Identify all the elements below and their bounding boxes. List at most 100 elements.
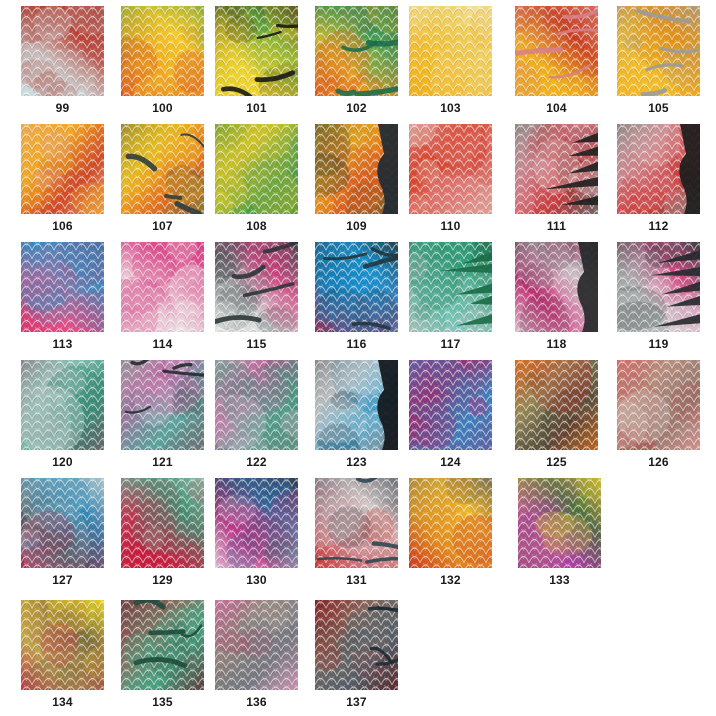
- swatch-image-99[interactable]: [21, 6, 104, 96]
- swatch-cell-121[interactable]: 121: [121, 360, 204, 469]
- swatch-label-125: 125: [546, 455, 567, 469]
- swatch-cell-120[interactable]: 120: [21, 360, 104, 469]
- swatch-label-121: 121: [152, 455, 173, 469]
- swatch-label-113: 113: [52, 337, 73, 351]
- swatch-image-114[interactable]: [121, 242, 204, 332]
- swatch-cell-132[interactable]: 132: [409, 478, 492, 587]
- swatch-image-110[interactable]: [409, 124, 492, 214]
- swatch-image-105[interactable]: [617, 6, 700, 96]
- swatch-cell-106[interactable]: 106: [21, 124, 104, 233]
- swatch-image-129[interactable]: [121, 478, 204, 568]
- swatch-cell-116[interactable]: 116: [315, 242, 398, 351]
- swatch-cell-115[interactable]: 115: [215, 242, 298, 351]
- swatch-label-112: 112: [648, 219, 669, 233]
- swatch-image-116[interactable]: [315, 242, 398, 332]
- swatch-cell-135[interactable]: 135: [121, 600, 204, 709]
- swatch-cell-105[interactable]: 105: [617, 6, 700, 115]
- swatch-image-102[interactable]: [315, 6, 398, 96]
- swatch-cell-103[interactable]: 103: [409, 6, 492, 115]
- swatch-cell-126[interactable]: 126: [617, 360, 700, 469]
- swatch-image-137[interactable]: [315, 600, 398, 690]
- swatch-label-136: 136: [246, 695, 267, 709]
- swatch-cell-119[interactable]: 119: [617, 242, 700, 351]
- swatch-image-135[interactable]: [121, 600, 204, 690]
- swatch-image-120[interactable]: [21, 360, 104, 450]
- swatch-image-127[interactable]: [21, 478, 104, 568]
- swatch-image-125[interactable]: [515, 360, 598, 450]
- swatch-cell-137[interactable]: 137: [315, 600, 398, 709]
- swatch-label-134: 134: [52, 695, 73, 709]
- swatch-label-117: 117: [440, 337, 461, 351]
- swatch-cell-123[interactable]: 123: [315, 360, 398, 469]
- swatch-cell-107[interactable]: 107: [121, 124, 204, 233]
- swatch-cell-133[interactable]: 133: [518, 478, 601, 587]
- swatch-label-135: 135: [152, 695, 173, 709]
- swatch-image-118[interactable]: [515, 242, 598, 332]
- swatch-image-106[interactable]: [21, 124, 104, 214]
- swatch-cell-117[interactable]: 117: [409, 242, 492, 351]
- swatch-label-124: 124: [440, 455, 461, 469]
- swatch-image-111[interactable]: [515, 124, 598, 214]
- swatch-cell-113[interactable]: 113: [21, 242, 104, 351]
- swatch-label-102: 102: [346, 101, 367, 115]
- swatch-image-107[interactable]: [121, 124, 204, 214]
- swatch-image-113[interactable]: [21, 242, 104, 332]
- swatch-image-109[interactable]: [315, 124, 398, 214]
- swatch-image-124[interactable]: [409, 360, 492, 450]
- swatch-cell-111[interactable]: 111: [515, 124, 598, 233]
- swatch-image-126[interactable]: [617, 360, 700, 450]
- swatch-label-105: 105: [648, 101, 669, 115]
- swatch-cell-136[interactable]: 136: [215, 600, 298, 709]
- swatch-cell-104[interactable]: 104: [515, 6, 598, 115]
- swatch-image-132[interactable]: [409, 478, 492, 568]
- swatch-cell-130[interactable]: 130: [215, 478, 298, 587]
- swatch-label-123: 123: [346, 455, 367, 469]
- swatch-label-110: 110: [440, 219, 461, 233]
- swatch-image-134[interactable]: [21, 600, 104, 690]
- swatch-image-115[interactable]: [215, 242, 298, 332]
- swatch-cell-109[interactable]: 109: [315, 124, 398, 233]
- swatch-image-133[interactable]: [518, 478, 601, 568]
- swatch-image-108[interactable]: [215, 124, 298, 214]
- swatch-image-101[interactable]: [215, 6, 298, 96]
- swatch-label-126: 126: [648, 455, 669, 469]
- swatch-label-133: 133: [549, 573, 570, 587]
- swatch-image-122[interactable]: [215, 360, 298, 450]
- swatch-image-123[interactable]: [315, 360, 398, 450]
- swatch-label-132: 132: [440, 573, 461, 587]
- swatch-cell-102[interactable]: 102: [315, 6, 398, 115]
- swatch-cell-108[interactable]: 108: [215, 124, 298, 233]
- swatch-cell-101[interactable]: 101: [215, 6, 298, 115]
- swatch-image-103[interactable]: [409, 6, 492, 96]
- swatch-label-111: 111: [546, 219, 567, 233]
- swatch-cell-134[interactable]: 134: [21, 600, 104, 709]
- swatch-cell-114[interactable]: 114: [121, 242, 204, 351]
- swatch-cell-127[interactable]: 127: [21, 478, 104, 587]
- swatch-label-116: 116: [346, 337, 367, 351]
- swatch-cell-122[interactable]: 122: [215, 360, 298, 469]
- swatch-image-100[interactable]: [121, 6, 204, 96]
- swatch-label-127: 127: [52, 573, 73, 587]
- swatch-image-117[interactable]: [409, 242, 492, 332]
- swatch-image-104[interactable]: [515, 6, 598, 96]
- swatch-cell-131[interactable]: 131: [315, 478, 398, 587]
- swatch-cell-124[interactable]: 124: [409, 360, 492, 469]
- swatch-cell-99[interactable]: 99: [21, 6, 104, 115]
- swatch-image-130[interactable]: [215, 478, 298, 568]
- swatch-cell-125[interactable]: 125: [515, 360, 598, 469]
- swatch-label-106: 106: [52, 219, 73, 233]
- swatch-cell-100[interactable]: 100: [121, 6, 204, 115]
- swatch-image-131[interactable]: [315, 478, 398, 568]
- swatch-label-115: 115: [246, 337, 267, 351]
- swatch-cell-118[interactable]: 118: [515, 242, 598, 351]
- swatch-label-129: 129: [152, 573, 173, 587]
- swatch-image-112[interactable]: [617, 124, 700, 214]
- swatch-cell-112[interactable]: 112: [617, 124, 700, 233]
- swatch-cell-129[interactable]: 129: [121, 478, 204, 587]
- swatch-label-99: 99: [55, 101, 70, 115]
- swatch-label-108: 108: [246, 219, 267, 233]
- swatch-cell-110[interactable]: 110: [409, 124, 492, 233]
- swatch-image-136[interactable]: [215, 600, 298, 690]
- swatch-image-121[interactable]: [121, 360, 204, 450]
- swatch-image-119[interactable]: [617, 242, 700, 332]
